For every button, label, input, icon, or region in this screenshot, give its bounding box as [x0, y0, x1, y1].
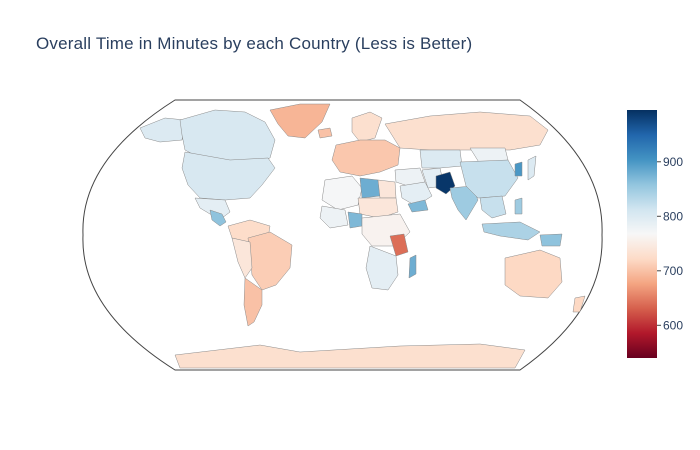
region-southern-africa[interactable] — [365, 245, 399, 291]
region-southeast-asia[interactable] — [479, 195, 507, 219]
region-libya[interactable] — [359, 177, 381, 199]
region-china[interactable] — [459, 159, 519, 199]
region-indonesia[interactable] — [481, 221, 541, 241]
region-russia[interactable] — [384, 111, 549, 151]
region-yemen[interactable] — [407, 199, 429, 213]
region-egypt[interactable] — [377, 179, 397, 199]
region-west-africa[interactable] — [319, 205, 349, 229]
region-central-america[interactable] — [209, 209, 227, 227]
region-andes[interactable] — [231, 237, 253, 279]
region-europe[interactable] — [331, 139, 401, 177]
region-iceland[interactable] — [317, 127, 333, 139]
region-nigeria[interactable] — [347, 211, 363, 229]
region-tanzania[interactable] — [389, 233, 409, 257]
colorbar-tick-label: 700 — [663, 264, 683, 278]
region-philippines[interactable] — [514, 197, 523, 215]
colorbar-tick-label: 800 — [663, 209, 683, 223]
region-north-africa-west[interactable] — [321, 175, 363, 211]
colorbar-tick-label: 900 — [663, 155, 683, 169]
region-australia[interactable] — [504, 249, 563, 299]
colorbar-gradient — [627, 110, 657, 358]
region-papua[interactable] — [539, 233, 563, 247]
region-argentina[interactable] — [243, 277, 263, 327]
region-central-asia[interactable] — [419, 149, 463, 169]
region-antarctica[interactable] — [174, 343, 526, 369]
region-usa[interactable] — [181, 151, 276, 201]
region-alaska[interactable] — [139, 117, 186, 143]
chart-title: Overall Time in Minutes by each Country … — [36, 34, 473, 53]
colorbar: 600 700 800 900 — [627, 110, 683, 358]
region-madagascar[interactable] — [408, 254, 417, 279]
colorbar-tick-label: 600 — [663, 318, 683, 332]
region-greenland[interactable] — [269, 103, 331, 139]
region-korea[interactable] — [514, 161, 523, 177]
region-scandinavia[interactable] — [351, 111, 383, 143]
region-japan[interactable] — [527, 155, 537, 181]
